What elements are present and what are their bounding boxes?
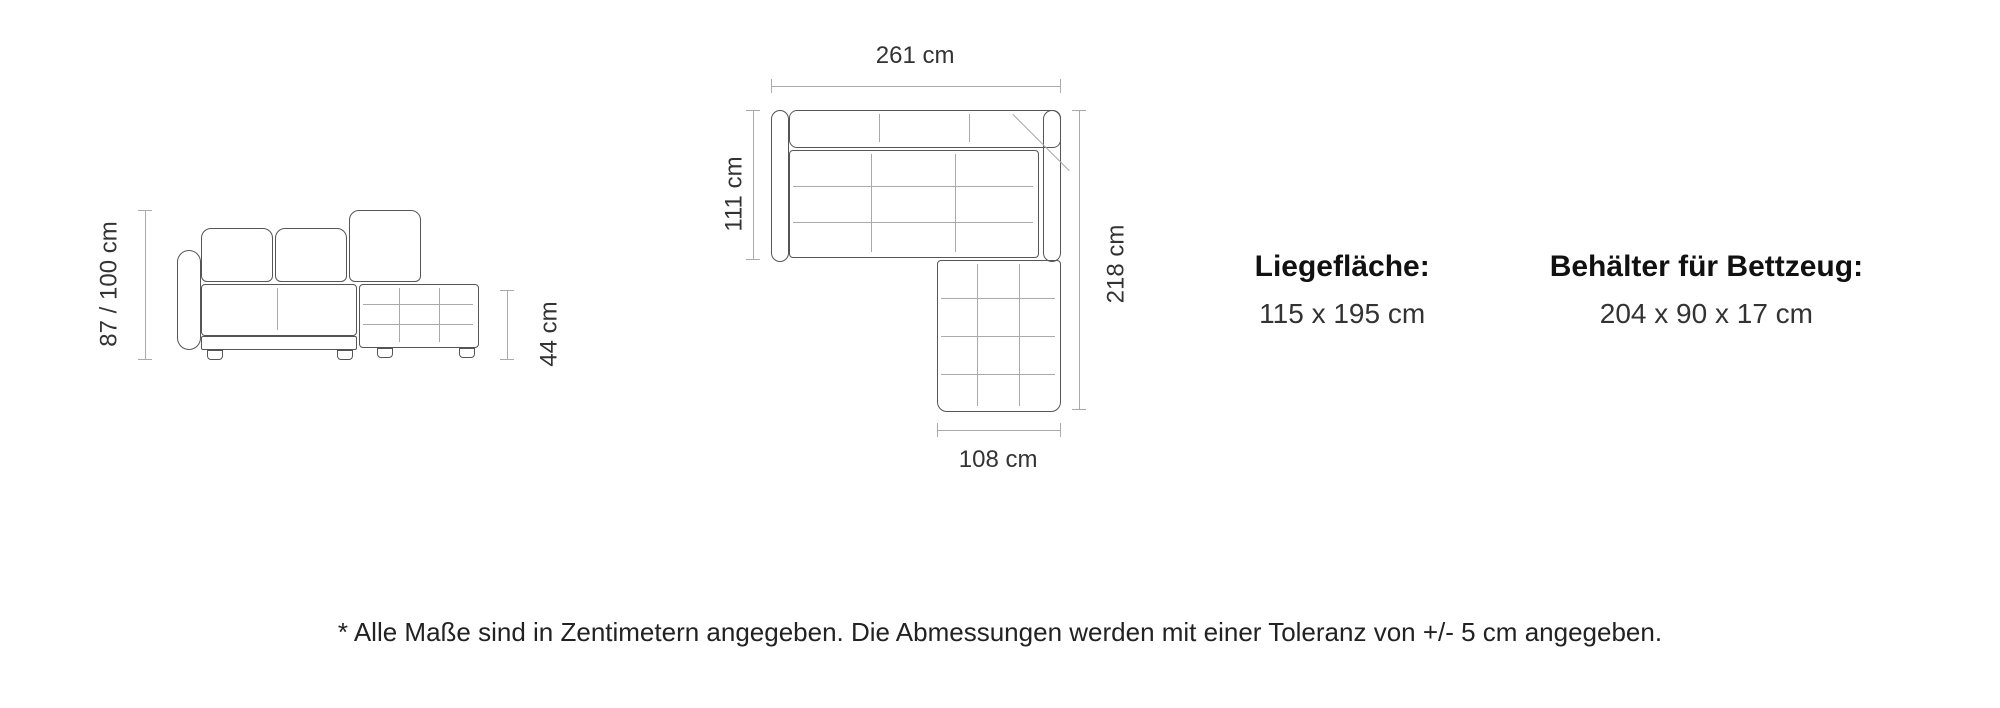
- spec-storage: Behälter für Bettzeug: 204 x 90 x 17 cm: [1550, 250, 1863, 330]
- spec-sleep-area: Liegefläche: 115 x 195 cm: [1255, 250, 1430, 330]
- dim-seat-height: 44 cm: [536, 301, 564, 366]
- tick-seat-height: [507, 290, 508, 360]
- dim-width: 261 cm: [876, 42, 955, 70]
- spec-storage-label: Behälter für Bettzeug:: [1550, 250, 1863, 284]
- spec-storage-value: 204 x 90 x 17 cm: [1550, 298, 1863, 330]
- footer-note: * Alle Maße sind in Zentimetern angegebe…: [0, 617, 2000, 648]
- spec-sleep-area-value: 115 x 195 cm: [1255, 298, 1430, 330]
- dim-depth-left: 111 cm: [720, 156, 748, 231]
- side-view-sofa: [177, 210, 487, 360]
- tick-depth-left: [753, 110, 754, 260]
- tick-width: [771, 86, 1061, 87]
- tick-depth-right: [1079, 110, 1080, 410]
- top-view-sofa: [771, 110, 1061, 410]
- dim-chaise-width: 108 cm: [959, 446, 1038, 474]
- spec-block: Liegefläche: 115 x 195 cm Behälter für B…: [1255, 250, 1903, 330]
- dim-height-back: 87 / 100 cm: [96, 221, 124, 346]
- side-view-block: 87 / 100 cm 44 cm: [97, 150, 567, 430]
- top-view-block: 261 cm 111 cm 218 cm 108 cm: [681, 50, 1141, 530]
- dim-depth-right: 218 cm: [1102, 225, 1130, 304]
- tick-chaise-width: [937, 430, 1061, 431]
- spec-sleep-area-label: Liegefläche:: [1255, 250, 1430, 284]
- tick-height-back: [145, 210, 146, 360]
